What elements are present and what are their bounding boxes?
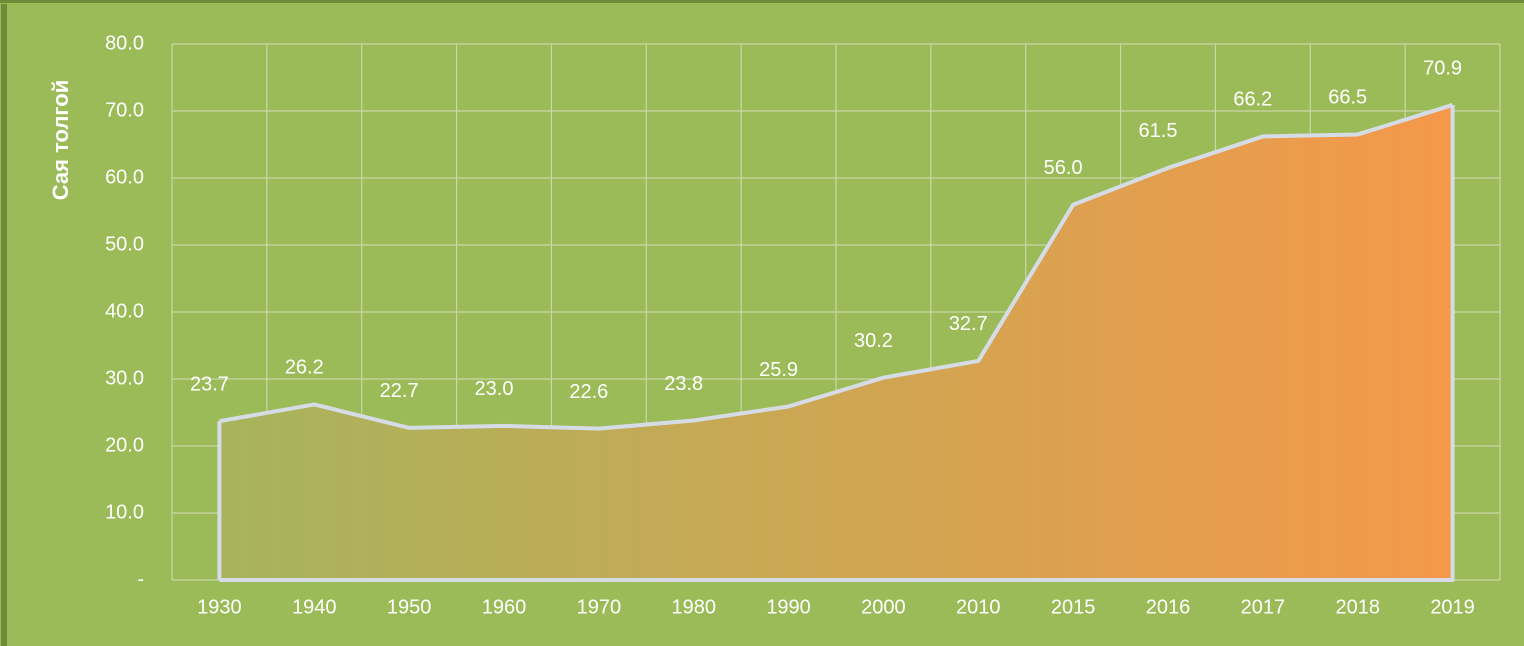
area-outline	[217, 104, 1455, 582]
x-tick-label: 2019	[1430, 596, 1475, 618]
y-tick-label: 80.0	[105, 32, 144, 54]
data-label: 22.7	[380, 380, 419, 402]
area-line	[219, 103, 1454, 431]
data-label: 32.7	[949, 313, 988, 335]
data-label: 22.6	[569, 381, 608, 403]
data-label: 56.0	[1044, 157, 1083, 179]
data-label: 30.2	[854, 330, 893, 352]
data-label: 26.2	[285, 357, 324, 379]
x-tick-label: 1990	[766, 596, 811, 618]
y-tick-label: 10.0	[105, 501, 144, 523]
area-fill	[219, 104, 1453, 580]
x-tick-label: 2017	[1241, 596, 1286, 618]
x-tick-label: 2018	[1335, 596, 1380, 618]
data-label: 66.5	[1328, 87, 1367, 109]
data-label: 61.5	[1139, 120, 1178, 142]
y-tick-label: 60.0	[105, 166, 144, 188]
y-tick-label: 70.0	[105, 99, 144, 121]
data-label: 25.9	[759, 359, 798, 381]
x-tick-label: 1960	[482, 596, 527, 618]
x-tick-label: 1970	[577, 596, 622, 618]
y-tick-label: 50.0	[105, 233, 144, 255]
x-tick-label: 1980	[671, 596, 716, 618]
x-tick-label: 1950	[387, 596, 432, 618]
y-tick-label: -	[137, 568, 144, 590]
data-label: 23.7	[190, 373, 229, 395]
x-tick-label: 1930	[197, 596, 242, 618]
x-tick-label: 1940	[292, 596, 337, 618]
data-label: 23.8	[664, 373, 703, 395]
data-label: 66.2	[1233, 89, 1272, 111]
x-tick-label: 2016	[1146, 596, 1191, 618]
x-tick-label: 2010	[956, 596, 1001, 618]
x-tick-label: 2000	[861, 596, 906, 618]
y-tick-label: 40.0	[105, 300, 144, 322]
y-tick-label: 20.0	[105, 434, 144, 456]
data-label: 70.9	[1423, 57, 1462, 79]
y-tick-label: 30.0	[105, 367, 144, 389]
x-tick-label: 2015	[1051, 596, 1096, 618]
y-axis-title: Сая толгой	[48, 80, 73, 201]
data-label: 23.0	[475, 378, 514, 400]
